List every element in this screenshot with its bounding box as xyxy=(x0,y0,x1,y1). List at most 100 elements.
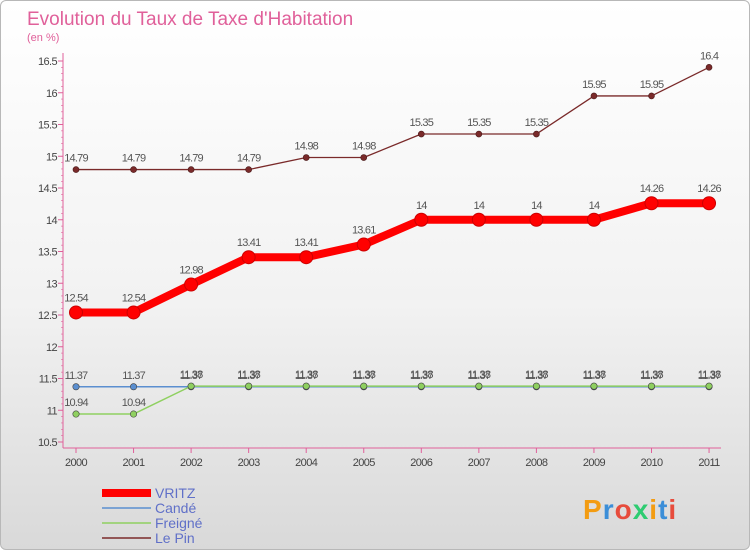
series-line-freign- xyxy=(76,385,710,415)
data-point xyxy=(702,196,717,211)
x-tick-label: 2000 xyxy=(65,457,88,469)
data-label: 16.4 xyxy=(700,50,719,62)
data-label: 14 xyxy=(531,200,542,212)
y-tick-label: 16.5 xyxy=(38,56,57,68)
data-label: 11.38 xyxy=(237,369,260,381)
data-label: 14.79 xyxy=(237,153,261,165)
data-point xyxy=(647,382,655,390)
legend-label: Candé xyxy=(155,500,196,516)
data-point xyxy=(245,166,252,173)
proxiti-logo: Proxiti xyxy=(583,494,677,525)
data-point xyxy=(590,92,598,100)
x-tick-label: 2006 xyxy=(410,457,433,469)
data-point xyxy=(586,212,601,227)
data-point xyxy=(302,154,310,161)
y-tick-label: 14.5 xyxy=(38,183,57,195)
data-point xyxy=(187,382,195,390)
series-line-le-pin xyxy=(76,66,710,171)
data-point xyxy=(299,250,314,265)
data-label: 14 xyxy=(589,200,600,212)
data-point xyxy=(72,166,80,173)
data-label: 14.26 xyxy=(640,183,664,195)
data-label: 14 xyxy=(416,200,427,212)
data-point xyxy=(471,212,486,227)
data-point xyxy=(130,166,137,173)
data-point xyxy=(417,130,425,138)
data-point xyxy=(475,382,483,390)
data-label: 14.26 xyxy=(697,183,721,195)
data-point xyxy=(130,383,138,391)
data-point xyxy=(241,250,256,265)
y-ticks: 10.5 11 11.5 12 12.5 13 13.5 14 14.5 15 15.5 16 16.5 xyxy=(38,56,63,449)
data-label: 11.37 xyxy=(295,370,318,382)
y-tick-label: 15 xyxy=(46,151,58,163)
data-label: 11.37 xyxy=(467,370,490,382)
y-tick-label: 15.5 xyxy=(38,120,57,132)
data-label: 11.37 xyxy=(180,370,203,382)
data-point xyxy=(360,382,368,390)
data-label: 11.38 xyxy=(583,369,606,381)
data-label: 11.37 xyxy=(698,370,721,382)
data-label: 15.95 xyxy=(582,79,606,91)
data-label: 11.37 xyxy=(65,370,88,382)
y-tick-label: 14 xyxy=(46,215,58,227)
data-label: 15.35 xyxy=(410,117,434,129)
x-tick-label: 2002 xyxy=(180,457,203,469)
data-label: 11.38 xyxy=(180,369,203,381)
data-label: 11.37 xyxy=(122,370,145,382)
y-tick-label: 10.5 xyxy=(38,437,57,449)
data-label: 15.35 xyxy=(467,117,491,129)
data-label: 12.54 xyxy=(64,292,88,304)
data-point xyxy=(302,382,310,390)
data-point xyxy=(529,212,544,227)
series-layer xyxy=(69,64,717,418)
chart-title: Evolution du Taux de Taxe d'Habitation xyxy=(27,9,353,30)
data-point xyxy=(417,382,425,390)
y-tick-label: 13 xyxy=(46,278,58,290)
data-label: 12.98 xyxy=(179,265,203,277)
x-tick-label: 2005 xyxy=(353,457,376,469)
data-label: 14.79 xyxy=(122,153,146,165)
data-label: 13.41 xyxy=(294,237,318,249)
y-tick-label: 13.5 xyxy=(38,247,57,259)
data-label: 11.38 xyxy=(525,369,548,381)
data-label: 11.38 xyxy=(698,369,721,381)
legend-label: Le Pin xyxy=(155,530,195,546)
data-point xyxy=(533,130,540,138)
y-tick-label: 16 xyxy=(46,88,58,100)
x-tick-label: 2007 xyxy=(468,457,491,469)
data-label: 11.37 xyxy=(525,370,548,382)
data-label: 14 xyxy=(474,200,485,212)
data-point xyxy=(705,382,713,390)
data-labels: 12.54 12.54 12.98 13.41 13.41 13.61 14 14 14 14 14… xyxy=(64,50,722,409)
x-tick-label: 2004 xyxy=(295,457,318,469)
data-label: 14.79 xyxy=(64,153,88,165)
data-point xyxy=(130,410,138,418)
y-tick-label: 12 xyxy=(46,342,58,354)
data-label: 15.95 xyxy=(640,79,664,91)
x-tick-label: 2011 xyxy=(698,457,720,469)
data-point xyxy=(475,130,483,138)
x-tick-label: 2010 xyxy=(640,457,663,469)
data-point xyxy=(245,382,253,390)
x-ticks: 2000 2001 2002 2003 2004 2005 2006 2007 2008 2009… xyxy=(65,448,721,469)
data-label: 10.94 xyxy=(64,397,88,409)
data-label: 11.38 xyxy=(410,369,433,381)
data-label: 11.37 xyxy=(352,370,375,382)
x-tick-label: 2008 xyxy=(525,457,548,469)
data-point xyxy=(184,277,199,292)
x-tick-label: 2003 xyxy=(238,457,261,469)
data-point xyxy=(532,382,540,390)
data-label: 11.38 xyxy=(295,369,318,381)
data-point xyxy=(648,92,655,100)
y-tick-label: 11.5 xyxy=(39,374,58,386)
data-label: 11.37 xyxy=(237,370,260,382)
data-point xyxy=(69,305,83,320)
x-tick-label: 2001 xyxy=(123,457,146,469)
data-label: 11.38 xyxy=(467,369,490,381)
data-label: 11.38 xyxy=(640,369,663,381)
data-point xyxy=(72,383,80,391)
